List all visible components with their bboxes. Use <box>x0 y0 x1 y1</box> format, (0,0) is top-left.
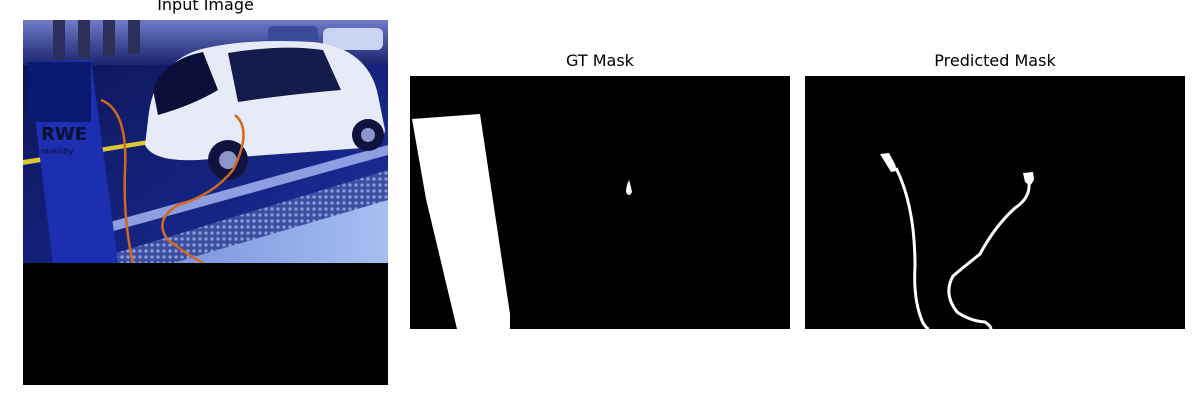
distant-car <box>323 28 383 50</box>
cobblestone-strip <box>83 170 388 263</box>
input-image-panel: RWE mobility <box>23 20 388 385</box>
input-image-title: Input Image <box>157 0 254 14</box>
pred-cable-right <box>947 183 1031 329</box>
station-subtext: mobility <box>41 147 74 156</box>
gt-mask-image <box>410 76 790 329</box>
station-brand-text: RWE <box>41 124 87 145</box>
pred-plug-left <box>880 153 897 172</box>
pred-plug-right <box>1023 172 1034 186</box>
charging-cable-right <box>161 114 245 265</box>
input-photo: RWE mobility <box>23 20 388 385</box>
gt-mask-title: GT Mask <box>566 51 634 70</box>
predicted-mask-panel <box>805 76 1185 329</box>
pred-cable-left <box>894 167 930 329</box>
gt-mask-station-region <box>412 114 510 329</box>
gt-mask-panel <box>410 76 790 329</box>
gt-mask-plug-region <box>626 180 632 195</box>
charging-cable-left <box>100 98 135 264</box>
predicted-mask-image <box>805 76 1185 329</box>
image-padding <box>23 263 388 385</box>
predicted-mask-title: Predicted Mask <box>934 51 1056 70</box>
